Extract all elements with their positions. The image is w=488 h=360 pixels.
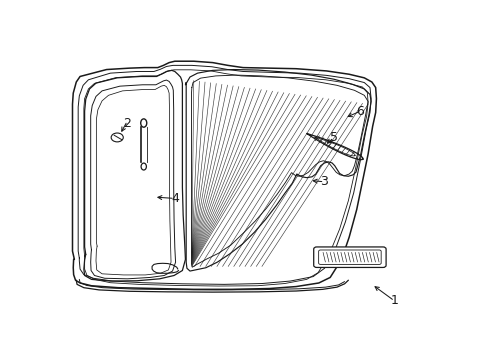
Text: 3: 3 bbox=[320, 175, 328, 188]
Text: 2: 2 bbox=[123, 117, 131, 130]
FancyBboxPatch shape bbox=[313, 247, 386, 267]
Ellipse shape bbox=[141, 119, 146, 127]
Text: 5: 5 bbox=[329, 131, 337, 144]
Ellipse shape bbox=[141, 163, 146, 170]
Text: 6: 6 bbox=[356, 105, 364, 118]
Text: 4: 4 bbox=[170, 192, 179, 205]
Text: 1: 1 bbox=[390, 294, 398, 307]
